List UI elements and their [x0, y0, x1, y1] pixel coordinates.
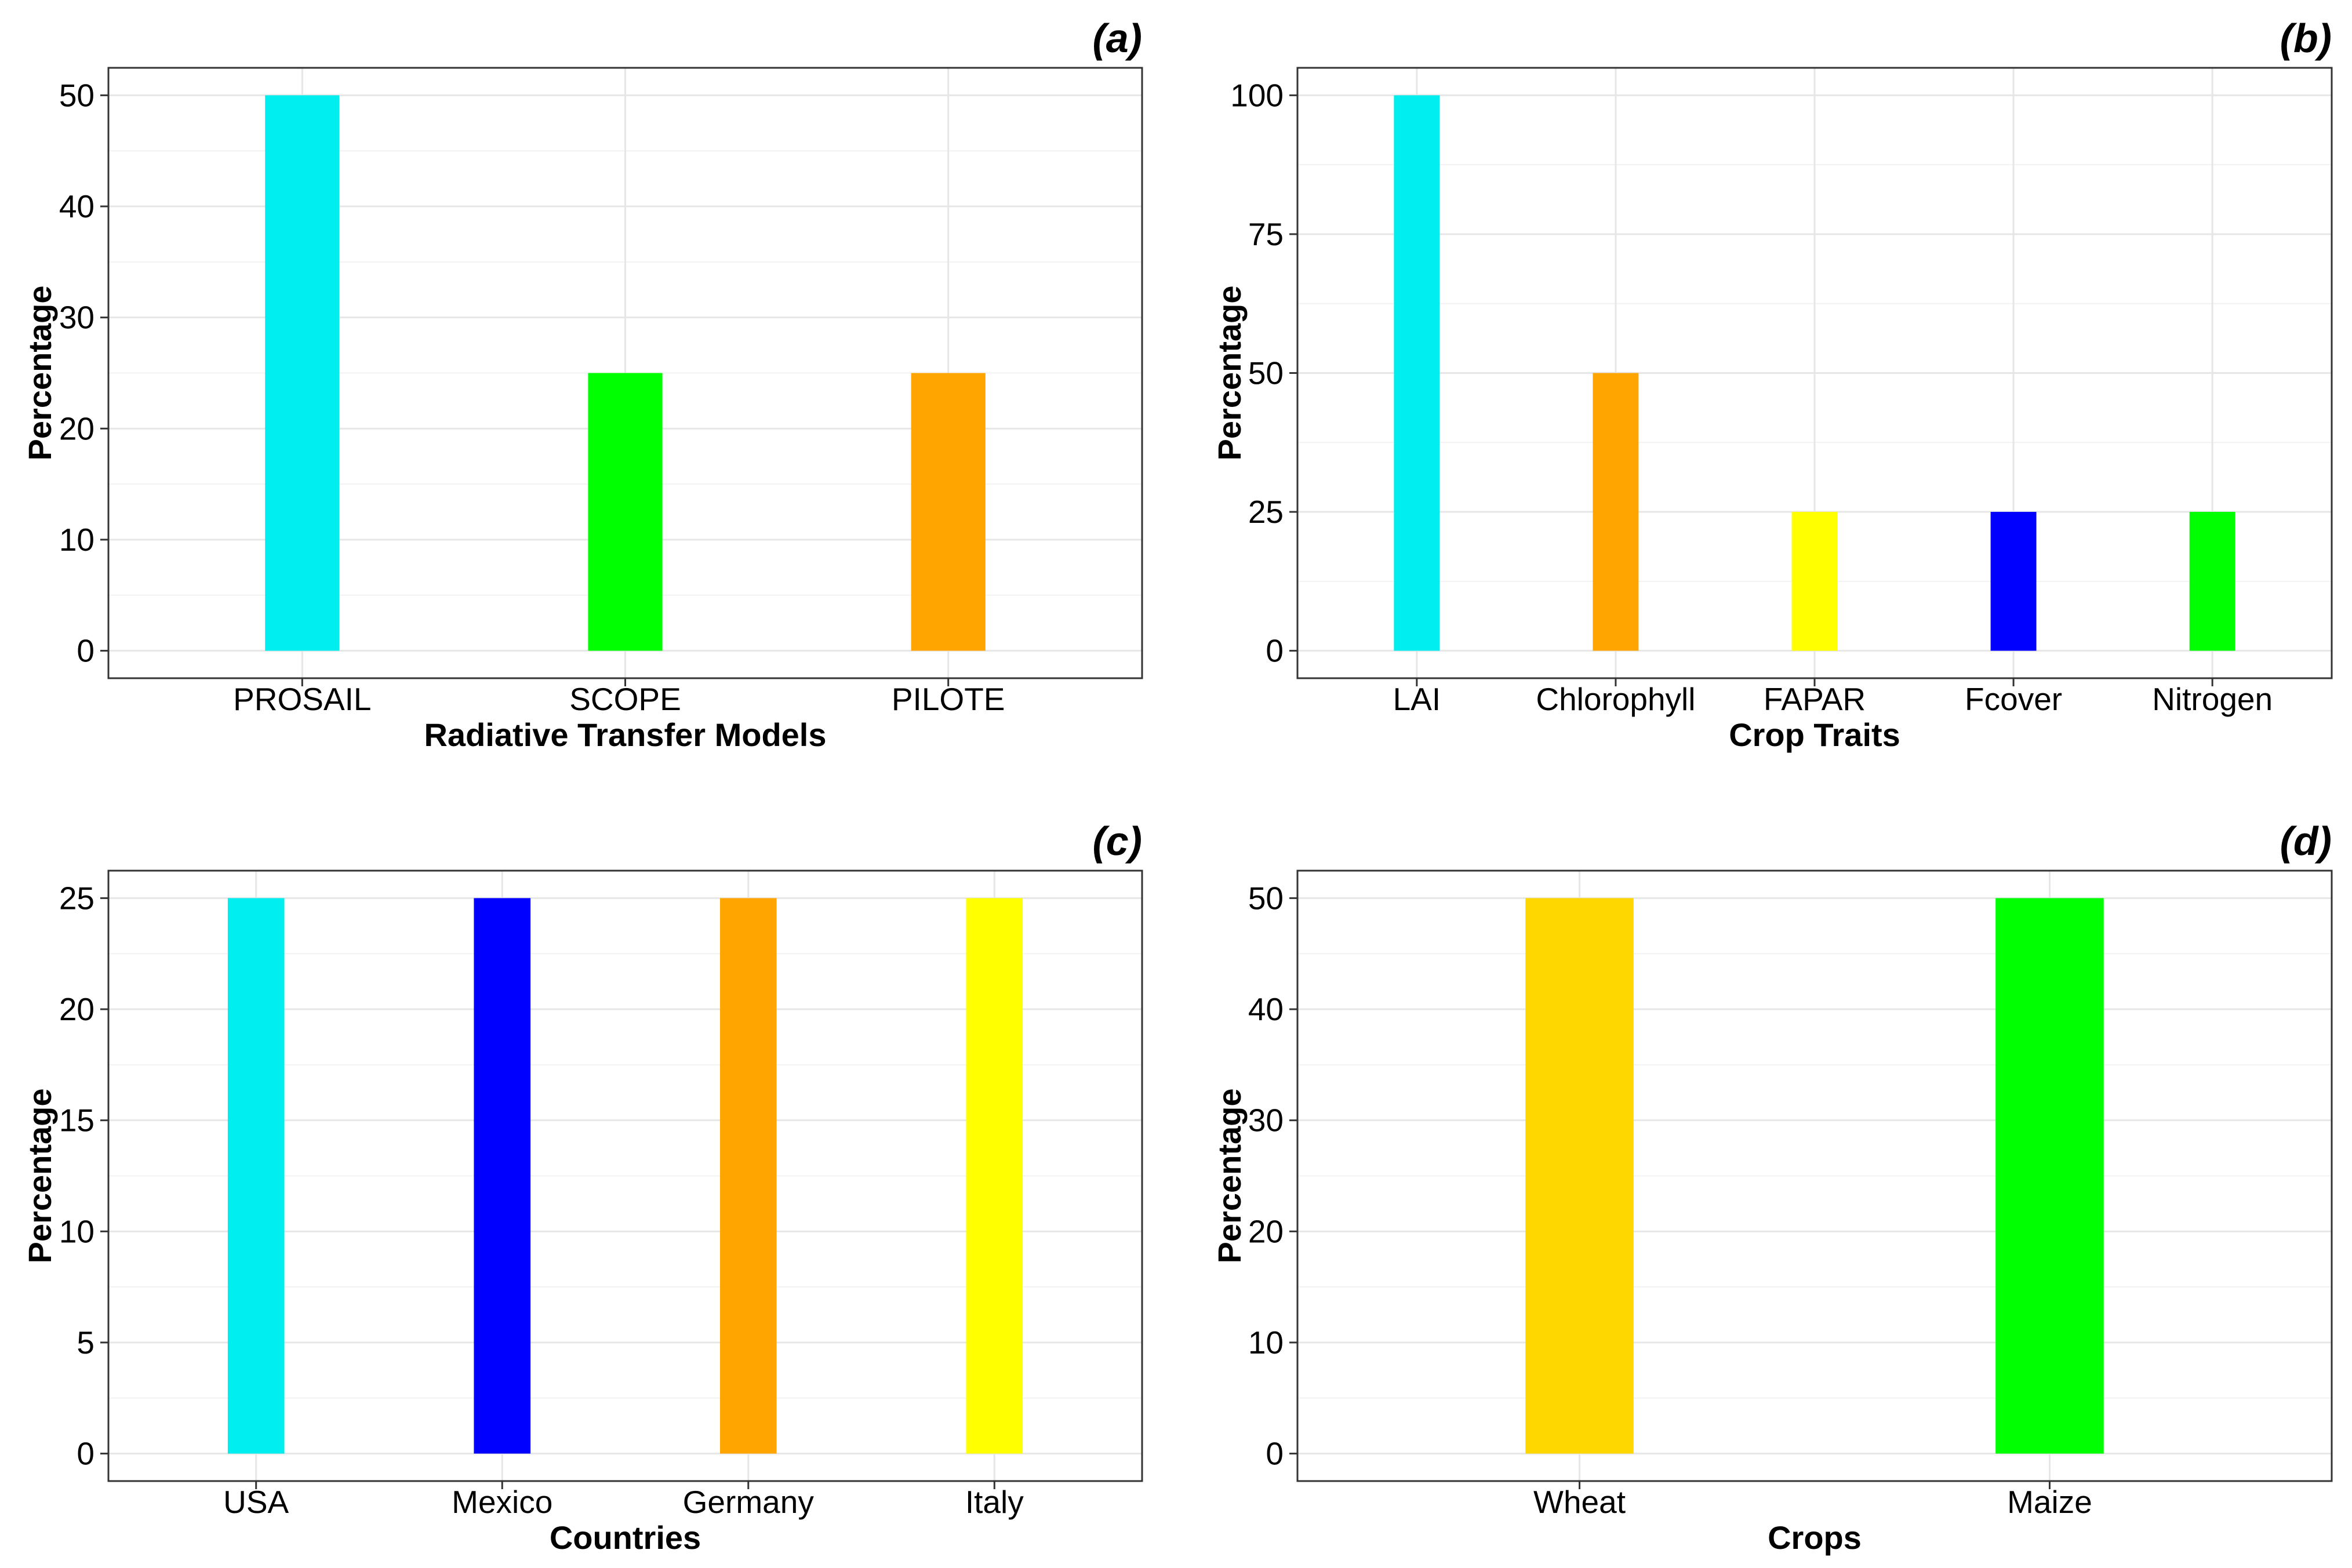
bar-mexico [474, 898, 531, 1454]
bar-prosail [265, 95, 340, 651]
y-tick-label: 0 [77, 1436, 94, 1472]
bar-chlorophyll [1593, 373, 1639, 651]
panel-label: (a) [1092, 16, 1142, 61]
plot-frame [1296, 870, 2333, 1482]
x-tick-label: FAPAR [1764, 681, 1866, 717]
y-tick-label: 20 [1248, 1213, 1284, 1249]
bar-scope [588, 373, 663, 651]
y-tick-label: 0 [1266, 1436, 1284, 1472]
x-tick-label: LAI [1393, 681, 1441, 717]
y-tick-label: 10 [59, 522, 94, 558]
y-tick-label: 50 [1248, 880, 1284, 916]
x-tick-label: Wheat [1533, 1484, 1626, 1520]
y-tick-label: 10 [59, 1213, 94, 1249]
x-tick-label: Mexico [452, 1484, 552, 1520]
bar-wheat [1525, 898, 1634, 1454]
y-tick-label: 25 [59, 880, 94, 916]
x-tick-label: Maize [2007, 1484, 2092, 1520]
plot-frame [107, 870, 1143, 1482]
x-axis-title: Countries [550, 1519, 701, 1556]
x-tick-label: Nitrogen [2152, 681, 2273, 717]
y-tick-label: 10 [1248, 1325, 1284, 1360]
y-axis-title: Percentage [1211, 286, 1248, 461]
y-tick-label: 75 [1248, 216, 1284, 252]
bar-fapar [1791, 512, 1838, 651]
x-axis-title: Radiative Transfer Models [424, 716, 826, 753]
y-tick-label: 40 [1248, 991, 1284, 1027]
bar-italy [966, 898, 1023, 1454]
y-axis-title: Percentage [21, 286, 58, 461]
y-tick-label: 20 [59, 991, 94, 1027]
bar-maize [1995, 898, 2104, 1454]
x-tick-label: Italy [965, 1484, 1024, 1520]
y-tick-label: 25 [1248, 494, 1284, 530]
chart-panel-1: 0 25 50 75 100 LAI Chlorophyll FAPAR Fcover Nitro… [1211, 16, 2333, 753]
panel-label: (c) [1092, 818, 1142, 864]
chart-panel-3: 0 10 20 30 40 50 Wheat Maize Crops Percentage (d) [1211, 818, 2333, 1556]
bar-pilote [911, 373, 986, 651]
bar-fcover [1990, 512, 2037, 651]
bar-usa [227, 898, 285, 1454]
x-tick-label: SCOPE [569, 681, 681, 717]
y-tick-label: 0 [77, 633, 94, 669]
x-tick-label: PILOTE [892, 681, 1005, 717]
y-tick-label: 0 [1266, 633, 1284, 669]
x-axis-title: Crops [1768, 1519, 1862, 1556]
chart-panel-0: 0 10 20 30 40 50 PROSAIL SCOPE PILOTE Radiative T… [21, 16, 1143, 753]
y-tick-label: 50 [1248, 355, 1284, 391]
y-tick-label: 20 [59, 410, 94, 446]
y-axis-title: Percentage [21, 1089, 58, 1264]
bar-germany [719, 898, 777, 1454]
x-tick-label: USA [223, 1484, 289, 1520]
chart-panel-2: 0 5 10 15 20 25 USA Mexico Germany Italy Countries… [21, 818, 1143, 1556]
x-tick-label: Fcover [1965, 681, 2062, 717]
x-tick-label: Chlorophyll [1536, 681, 1695, 717]
y-tick-label: 40 [59, 188, 94, 224]
y-tick-label: 30 [1248, 1103, 1284, 1138]
y-tick-label: 100 [1230, 77, 1284, 113]
bar-nitrogen [2189, 512, 2235, 651]
y-tick-label: 15 [59, 1103, 94, 1138]
y-tick-label: 5 [77, 1325, 94, 1360]
x-tick-label: PROSAIL [233, 681, 371, 717]
panel-label: (d) [2280, 818, 2332, 864]
y-tick-label: 50 [59, 77, 94, 113]
x-axis-title: Crop Traits [1729, 716, 1900, 753]
bar-lai [1394, 95, 1440, 651]
panel-label: (b) [2280, 16, 2332, 61]
y-tick-label: 30 [59, 300, 94, 336]
x-tick-label: Germany [683, 1484, 815, 1520]
y-axis-title: Percentage [1211, 1089, 1248, 1264]
